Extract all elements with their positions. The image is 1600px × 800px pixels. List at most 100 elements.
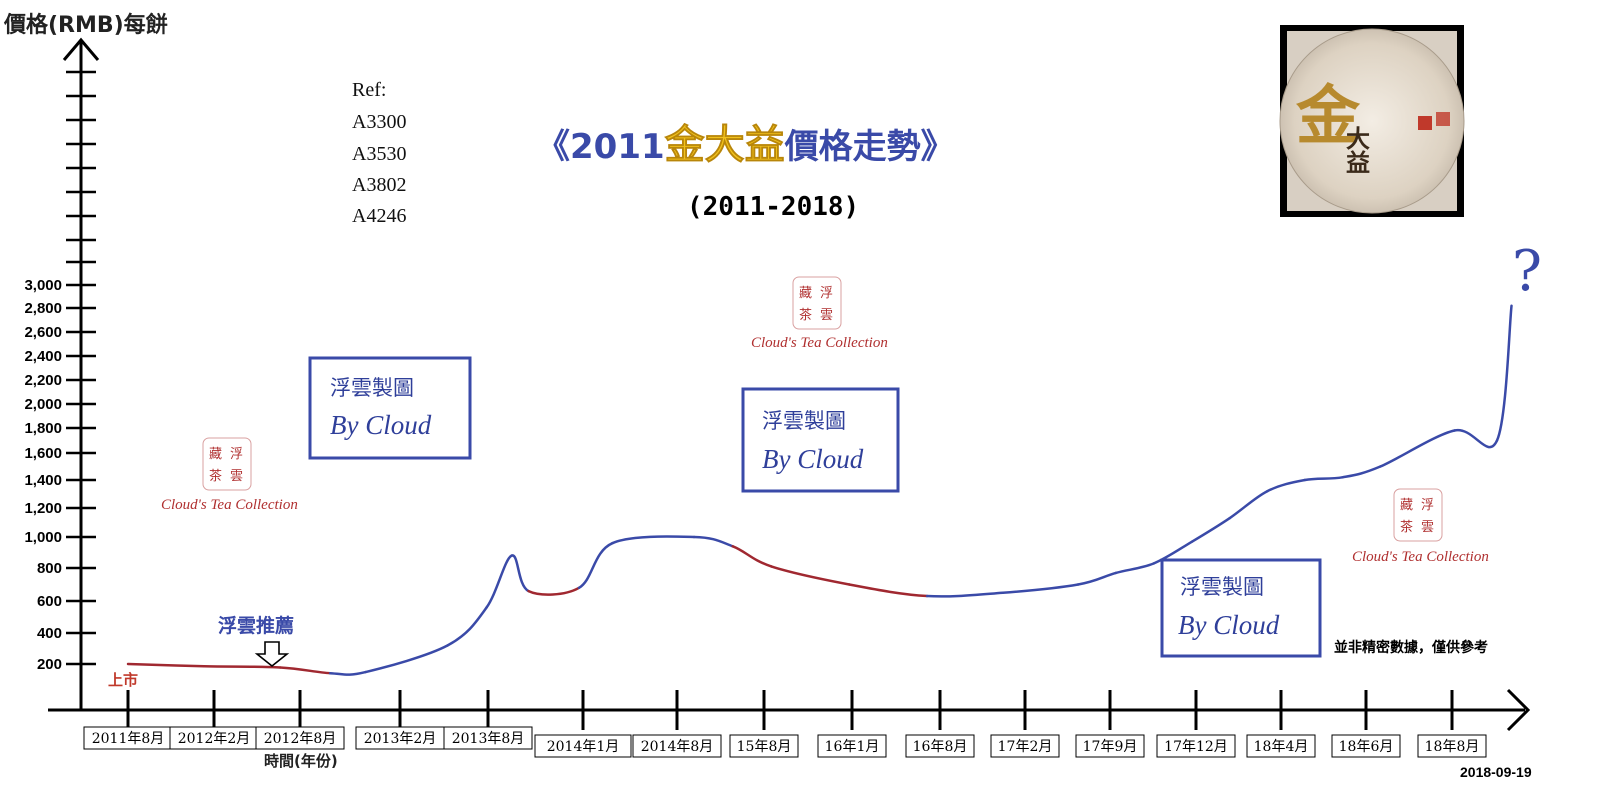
series-segment xyxy=(126,662,206,668)
y-tick-label: 2,600 xyxy=(24,324,62,341)
x-tick-label: 2014年8月 xyxy=(641,739,714,755)
y-tick-label: 800 xyxy=(37,560,62,577)
x-tick-label: 2011年8月 xyxy=(92,731,165,747)
x-tick-box xyxy=(990,734,1060,758)
series-segment xyxy=(848,583,929,598)
x-tick-box xyxy=(1075,734,1145,758)
series-segment xyxy=(364,644,449,674)
watermark-box-line1: 浮雲製圖 xyxy=(1180,575,1264,599)
y-tick-label: 2,200 xyxy=(24,372,62,389)
title-highlight: 金大益 xyxy=(664,122,785,168)
x-tick-label: 15年8月 xyxy=(737,739,792,755)
series-segment xyxy=(1001,583,1080,594)
question-mark: ? xyxy=(1512,239,1542,304)
series-segment xyxy=(1341,465,1382,479)
watermark-box-line1: 浮雲製圖 xyxy=(762,409,846,433)
y-minor-ticks xyxy=(66,70,96,264)
title-suffix: 價格走勢》 xyxy=(784,127,955,167)
series-segment xyxy=(1152,540,1194,565)
y-tick-label: 400 xyxy=(37,625,62,642)
x-tick-label: 17年9月 xyxy=(1083,739,1138,755)
x-axis-arrow xyxy=(1506,688,1531,732)
y-tick-label: 3,000 xyxy=(24,277,62,294)
recommend-annotation: 浮雲推薦 xyxy=(218,614,294,637)
series-segment xyxy=(770,565,851,586)
reference-block: Ref: A3300 A3530 A3802 A4246 xyxy=(352,79,406,227)
x-tick-label: 2013年8月 xyxy=(452,731,525,747)
x-tick-box xyxy=(255,726,345,750)
x-tick-label: 2013年2月 xyxy=(364,731,437,747)
x-tick-label: 17年2月 xyxy=(998,739,1053,755)
reference-code-2: A3530 xyxy=(352,143,406,165)
seal-watermark-2: 藏 浮 茶 雲 Cloud's Tea Collection xyxy=(751,276,888,351)
svg-text:藏: 藏 xyxy=(799,286,812,301)
svg-text:茶: 茶 xyxy=(1400,519,1413,535)
x-tick-box xyxy=(817,734,887,758)
series-segment xyxy=(1495,304,1513,442)
series-segment xyxy=(1303,476,1344,482)
y-tick-label: 2,400 xyxy=(24,348,62,365)
svg-text:《2011金大益價格走勢》: 《2011金大益價格走勢》 xyxy=(536,122,955,168)
svg-text:茶: 茶 xyxy=(799,307,812,323)
x-tick-box xyxy=(729,734,799,758)
y-ticks: 200 400 600 800 1,000 1,200 1,400 1,600 1,800 2,0… xyxy=(24,277,96,673)
chart-date: 2018-09-19 xyxy=(1460,764,1532,780)
svg-text:藏: 藏 xyxy=(209,447,222,462)
series-segment xyxy=(1228,489,1269,520)
x-tick-box xyxy=(632,734,722,758)
x-tick-box xyxy=(1156,734,1236,758)
x-tick-box xyxy=(1246,734,1316,758)
series-segment xyxy=(279,666,332,675)
svg-text:茶: 茶 xyxy=(209,468,222,484)
y-axis-arrow xyxy=(62,37,100,61)
x-tick-box xyxy=(905,734,975,758)
y-tick-label: 2,000 xyxy=(24,396,62,413)
svg-text:Cloud's Tea Collection: Cloud's Tea Collection xyxy=(1352,549,1489,565)
watermark-box-3: 浮雲製圖 By Cloud xyxy=(1160,558,1322,658)
series-segment xyxy=(1266,478,1307,493)
y-tick-label: 1,400 xyxy=(24,472,62,489)
watermark-box-2: 浮雲製圖 By Cloud xyxy=(741,387,900,493)
y-tick-label: 1,600 xyxy=(24,445,62,462)
series-segment xyxy=(1379,429,1456,468)
x-tick-label: 16年8月 xyxy=(913,739,968,755)
svg-text:雲: 雲 xyxy=(230,469,243,484)
series-segment xyxy=(577,541,614,590)
svg-text:浮: 浮 xyxy=(230,447,243,462)
series-segment xyxy=(1076,571,1118,586)
y-tick-label: 600 xyxy=(37,593,62,610)
x-tick-label: 2012年2月 xyxy=(178,731,251,747)
series-segment xyxy=(1190,516,1231,543)
series-segment xyxy=(446,606,488,647)
series-segment xyxy=(510,554,530,593)
series-segment xyxy=(202,665,282,669)
svg-text:浮: 浮 xyxy=(820,286,833,301)
tea-cake-image: 金 大益 xyxy=(1279,25,1465,217)
watermark-box-1: 浮雲製圖 By Cloud xyxy=(308,356,472,460)
x-tick-label: 18年8月 xyxy=(1425,739,1480,755)
svg-text:雲: 雲 xyxy=(820,308,833,323)
reference-code-4: A4246 xyxy=(352,205,406,227)
chart-subtitle: (2011-2018) xyxy=(687,192,859,222)
x-ticks: 2011年8月 2012年2月 2012年8月 2013年2月 2013年8月 2014年… xyxy=(83,690,1487,758)
seal-watermark-3: 藏 浮 茶 雲 Cloud's Tea Collection xyxy=(1352,488,1489,565)
x-tick-label: 2014年1月 xyxy=(547,739,620,755)
x-tick-label: 2012年8月 xyxy=(264,731,337,747)
watermark-box-line1: 浮雲製圖 xyxy=(330,376,414,400)
watermark-box-line2: By Cloud xyxy=(762,444,864,474)
x-axis-label: 時間(年份) xyxy=(264,752,338,770)
series-segment xyxy=(925,591,1005,598)
launch-annotation: 上市 xyxy=(108,671,138,689)
x-tick-box xyxy=(1417,734,1487,758)
series-lines xyxy=(126,304,1513,676)
series-segment xyxy=(485,554,513,609)
svg-text:Cloud's Tea Collection: Cloud's Tea Collection xyxy=(751,335,888,351)
recommend-arrow-icon xyxy=(254,641,290,668)
y-tick-label: 1,800 xyxy=(24,420,62,437)
x-tick-box xyxy=(443,726,533,750)
series-segment xyxy=(731,545,773,568)
svg-text:藏: 藏 xyxy=(1400,498,1413,513)
x-tick-label: 18年6月 xyxy=(1339,739,1394,755)
series-segment xyxy=(328,670,367,676)
svg-text:浮: 浮 xyxy=(1421,498,1434,513)
